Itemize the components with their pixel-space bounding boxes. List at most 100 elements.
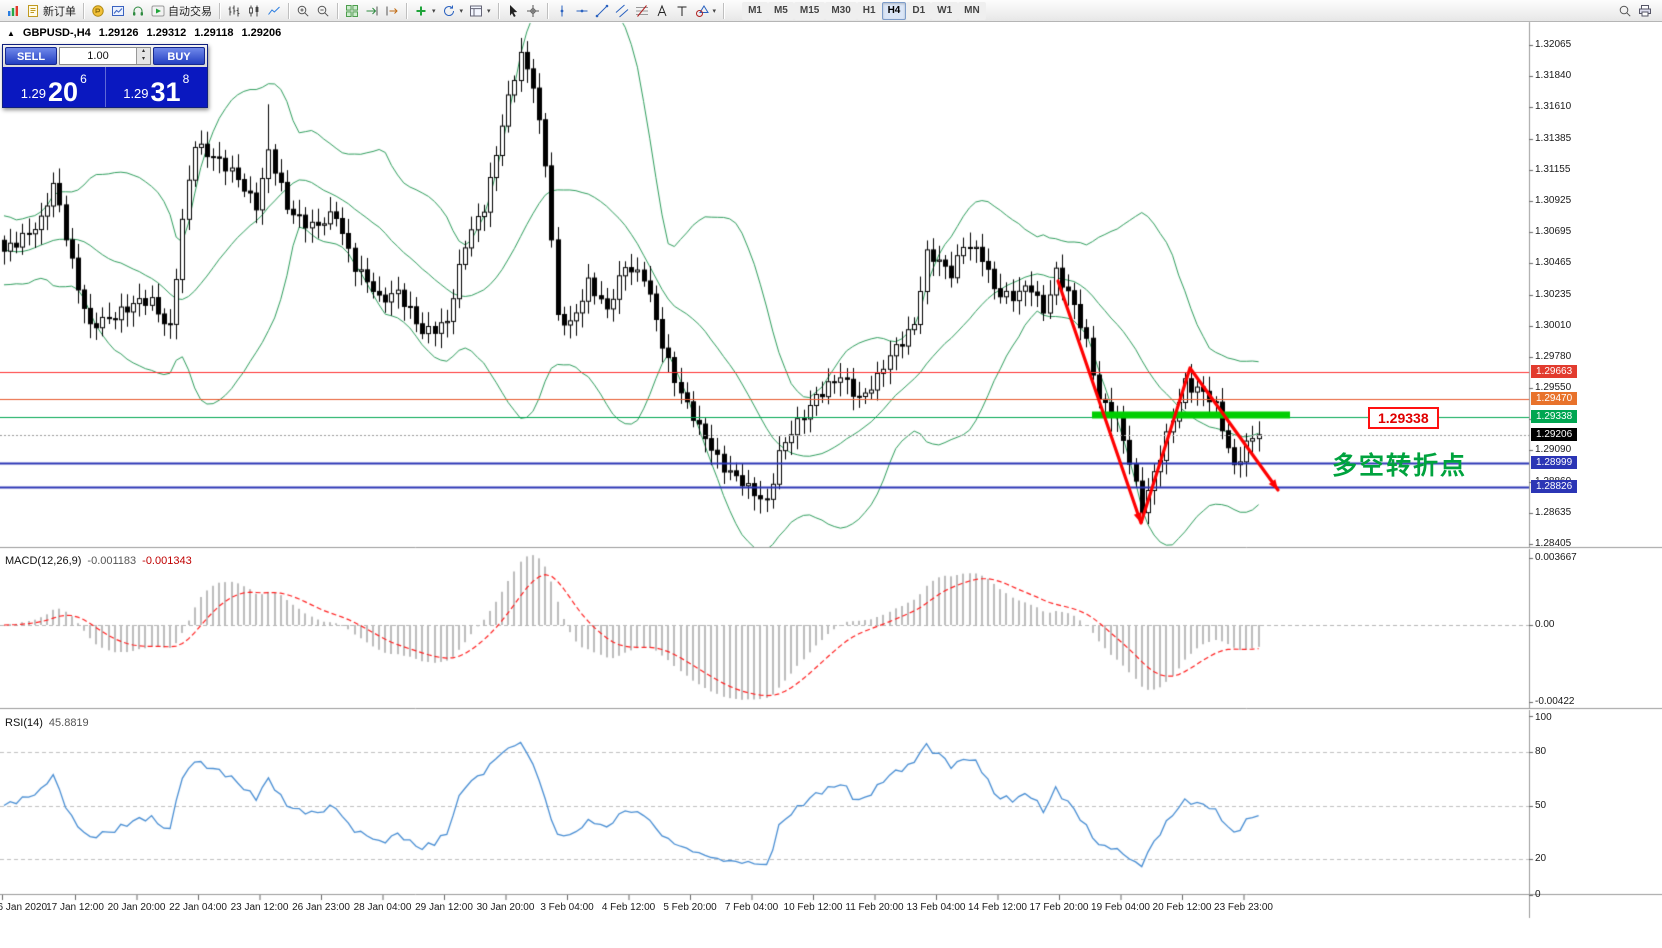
date-axis-label: 20 Feb 12:00 <box>1152 902 1212 913</box>
sell-price-display[interactable]: 1.29 20 6 <box>3 67 105 107</box>
toolbar-left: 新订单 自动交易 ▾ ▾ ▾ ▾ <box>3 0 728 22</box>
autotrade-button-label: 自动交易 <box>168 5 212 18</box>
textA-icon <box>655 4 669 18</box>
panel-separator-rsi[interactable] <box>0 708 1662 713</box>
crosshair-tool-button[interactable] <box>523 1 543 20</box>
zoomin-icon <box>296 4 310 18</box>
sell-price-main: 1.29 <box>20 86 47 101</box>
price-flag-1.29470: 1.29470 <box>1531 391 1578 405</box>
text-tool-button[interactable] <box>652 1 672 20</box>
candlestick-chart-button[interactable] <box>244 1 264 20</box>
trendline-tool-button[interactable] <box>592 1 612 20</box>
timeframe-group: M1 M5 M15 M30 H1 H4 D1 W1 MN <box>742 0 986 22</box>
timeframe-w1[interactable]: W1 <box>931 1 959 20</box>
print-button[interactable] <box>1635 1 1655 20</box>
chart-window-button[interactable] <box>108 1 128 20</box>
panel-separator-bottom[interactable] <box>0 894 1662 899</box>
autotrade-button[interactable]: 自动交易 <box>148 1 215 20</box>
price-axis-label: 1.31840 <box>1535 70 1572 82</box>
volume-input[interactable]: 1.00 ▴ ▾ <box>59 47 151 65</box>
buy-price-pips: 31 <box>150 76 181 107</box>
price-callout-label[interactable]: 1.29338 <box>1368 407 1439 429</box>
timeframe-h4[interactable]: H4 <box>881 1 907 20</box>
buy-price-pipette: 8 <box>182 72 190 86</box>
price-flag-1.29663: 1.29663 <box>1531 365 1578 379</box>
panel-separator-macd[interactable] <box>0 547 1662 552</box>
toolbar-separator <box>723 2 725 19</box>
label-tool-button[interactable] <box>672 1 692 20</box>
app-menu-button[interactable] <box>3 1 23 20</box>
symbol-search-button[interactable] <box>1615 1 1635 20</box>
horizontal-line-tool-button[interactable] <box>572 1 592 20</box>
templates-button[interactable]: ▾ <box>466 1 494 20</box>
volume-spinner: ▴ ▾ <box>136 48 150 64</box>
shapes-icon <box>695 4 709 18</box>
new-order-button-label: 新订单 <box>43 5 76 18</box>
cycle-icon <box>442 4 456 18</box>
market-watch-button[interactable] <box>88 1 108 20</box>
timeframe-m30[interactable]: M30 <box>825 1 857 20</box>
date-axis-label: 17 Jan 12:00 <box>46 902 104 913</box>
macd-axis-label: 0.003667 <box>1535 552 1577 563</box>
timeframe-mn[interactable]: MN <box>958 1 986 20</box>
buy-price-display[interactable]: 1.29 31 8 <box>104 67 208 107</box>
pluschart-icon <box>414 4 428 18</box>
zoom-out-button[interactable] <box>313 1 333 20</box>
price-axis-label: 1.31385 <box>1535 132 1572 144</box>
tline-icon <box>595 4 609 18</box>
toolbar: 新订单 自动交易 ▾ ▾ ▾ ▾ M1 M5 M15 M30 H1 H4 D1 W1 MN <box>0 0 1662 22</box>
price-axis-label: 1.31155 <box>1535 163 1571 175</box>
date-axis-label: 17 Feb 20:00 <box>1029 902 1089 913</box>
shapes-tool-button[interactable]: ▾ <box>692 1 720 20</box>
volume-value[interactable]: 1.00 <box>87 50 109 62</box>
rsi-axis-label: 100 <box>1535 712 1552 723</box>
doc-icon <box>26 4 40 18</box>
date-axis-label: 29 Jan 12:00 <box>415 902 473 913</box>
rsi-indicator-label: RSI(14) 45.8819 <box>5 717 89 729</box>
bar-chart-button[interactable] <box>224 1 244 20</box>
macd-indicator-label: MACD(12,26,9) -0.001183 -0.001343 <box>5 555 192 567</box>
zoomout-icon <box>316 4 330 18</box>
toolbar-separator <box>497 2 499 19</box>
fibonacci-tool-button[interactable] <box>632 1 652 20</box>
timeframe-m5[interactable]: M5 <box>767 1 794 20</box>
candles-icon <box>247 4 261 18</box>
support-button[interactable] <box>128 1 148 20</box>
date-axis-label: 19 Feb 04:00 <box>1091 902 1150 913</box>
turning-point-text[interactable]: 多空转折点 <box>1332 452 1468 480</box>
low-value: 1.29118 <box>194 27 234 39</box>
vertical-line-tool-button[interactable] <box>552 1 572 20</box>
chartblue-icon <box>111 4 125 18</box>
sell-button[interactable]: SELL <box>5 47 57 65</box>
close-value: 1.29206 <box>241 27 282 39</box>
cursor-tool-button[interactable] <box>503 1 523 20</box>
one-click-panel-toggle[interactable]: ▲ <box>7 28 15 38</box>
timeframe-m15[interactable]: M15 <box>793 1 826 20</box>
profiles-button[interactable]: ▾ <box>439 1 467 20</box>
timeframe-d1[interactable]: D1 <box>906 1 932 20</box>
new-chart-button[interactable]: ▾ <box>411 1 439 20</box>
tile-windows-button[interactable] <box>342 1 362 20</box>
new-order-button[interactable]: 新订单 <box>23 1 79 20</box>
cross-icon <box>526 4 540 18</box>
chart-shift-button[interactable] <box>382 1 402 20</box>
macd-signal-value: -0.001343 <box>142 555 192 567</box>
line-chart-button[interactable] <box>264 1 284 20</box>
volume-decrease-button[interactable]: ▾ <box>141 56 145 62</box>
high-value: 1.29312 <box>146 27 187 39</box>
price-axis-label: 1.31610 <box>1535 101 1572 113</box>
rsi-axis-label: 50 <box>1535 799 1547 811</box>
volume-increase-button[interactable]: ▴ <box>141 48 145 54</box>
timeframe-m1[interactable]: M1 <box>742 1 768 20</box>
buy-button[interactable]: BUY <box>153 47 205 65</box>
price-axis-label: 1.30465 <box>1535 257 1572 269</box>
channel-tool-button[interactable] <box>612 1 632 20</box>
sell-price-pips: 20 <box>48 76 79 107</box>
timeframe-h1[interactable]: H1 <box>856 1 882 20</box>
toolbar-separator <box>288 2 289 19</box>
auto-scroll-button[interactable] <box>362 1 382 20</box>
zoom-in-button[interactable] <box>293 1 313 20</box>
price-axis-label: 1.28635 <box>1535 506 1572 518</box>
chevron-down-icon: ▾ <box>712 7 717 15</box>
